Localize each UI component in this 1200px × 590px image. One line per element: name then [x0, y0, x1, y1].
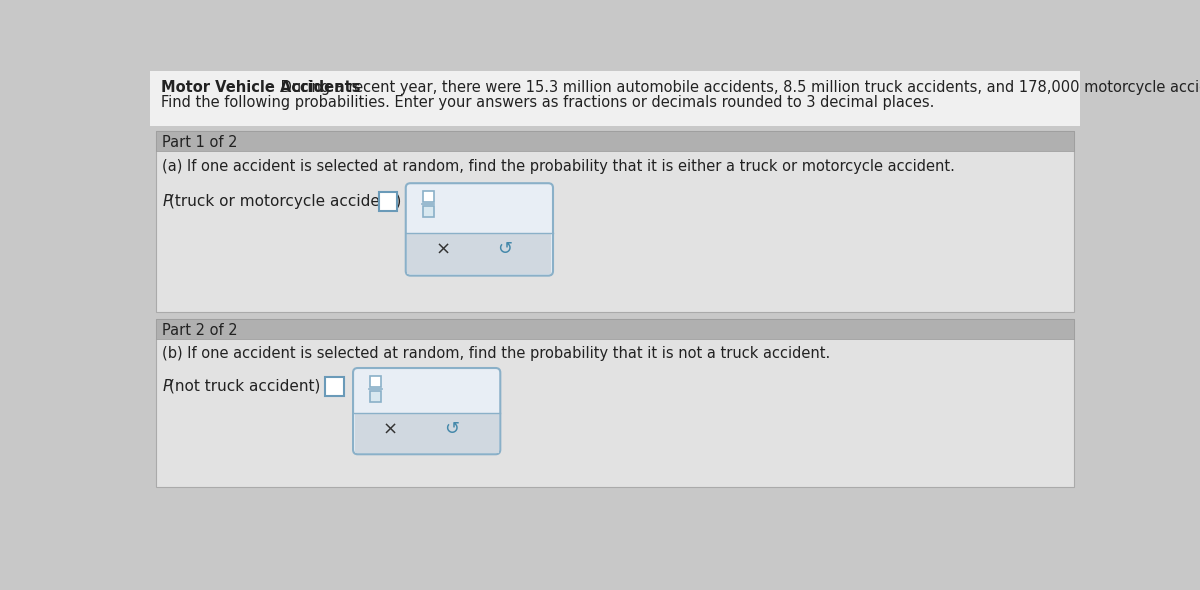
FancyBboxPatch shape: [422, 191, 433, 202]
Text: (not truck accident) =: (not truck accident) =: [169, 379, 338, 394]
Text: ×: ×: [436, 241, 450, 259]
Text: Part 2 of 2: Part 2 of 2: [162, 323, 238, 337]
FancyBboxPatch shape: [422, 206, 433, 217]
Text: (b) If one accident is selected at random, find the probability that it is not a: (b) If one accident is selected at rando…: [162, 346, 830, 362]
FancyBboxPatch shape: [156, 131, 1074, 151]
Text: Find the following probabilities. Enter your answers as fractions or decimals ro: Find the following probabilities. Enter …: [161, 96, 935, 110]
FancyBboxPatch shape: [355, 412, 499, 453]
FancyBboxPatch shape: [370, 376, 380, 386]
FancyBboxPatch shape: [325, 377, 343, 396]
FancyBboxPatch shape: [353, 368, 500, 454]
Text: (truck or motorcycle accident) =: (truck or motorcycle accident) =: [169, 194, 419, 209]
FancyBboxPatch shape: [150, 71, 1080, 126]
Text: During a recent year, there were 15.3 million automobile accidents, 8.5 million : During a recent year, there were 15.3 mi…: [276, 80, 1200, 95]
Text: P: P: [162, 379, 172, 394]
FancyBboxPatch shape: [370, 391, 380, 402]
Text: ×: ×: [383, 421, 397, 438]
Text: Motor Vehicle Accidents: Motor Vehicle Accidents: [161, 80, 360, 95]
FancyBboxPatch shape: [406, 183, 553, 276]
Text: P: P: [162, 194, 172, 209]
FancyBboxPatch shape: [156, 319, 1074, 339]
FancyBboxPatch shape: [407, 233, 552, 274]
Text: (a) If one accident is selected at random, find the probability that it is eithe: (a) If one accident is selected at rando…: [162, 159, 955, 173]
Text: ↺: ↺: [444, 419, 460, 438]
FancyBboxPatch shape: [379, 192, 397, 211]
FancyBboxPatch shape: [156, 319, 1074, 487]
FancyBboxPatch shape: [156, 131, 1074, 312]
Text: Part 1 of 2: Part 1 of 2: [162, 135, 238, 150]
Text: ↺: ↺: [497, 240, 512, 258]
